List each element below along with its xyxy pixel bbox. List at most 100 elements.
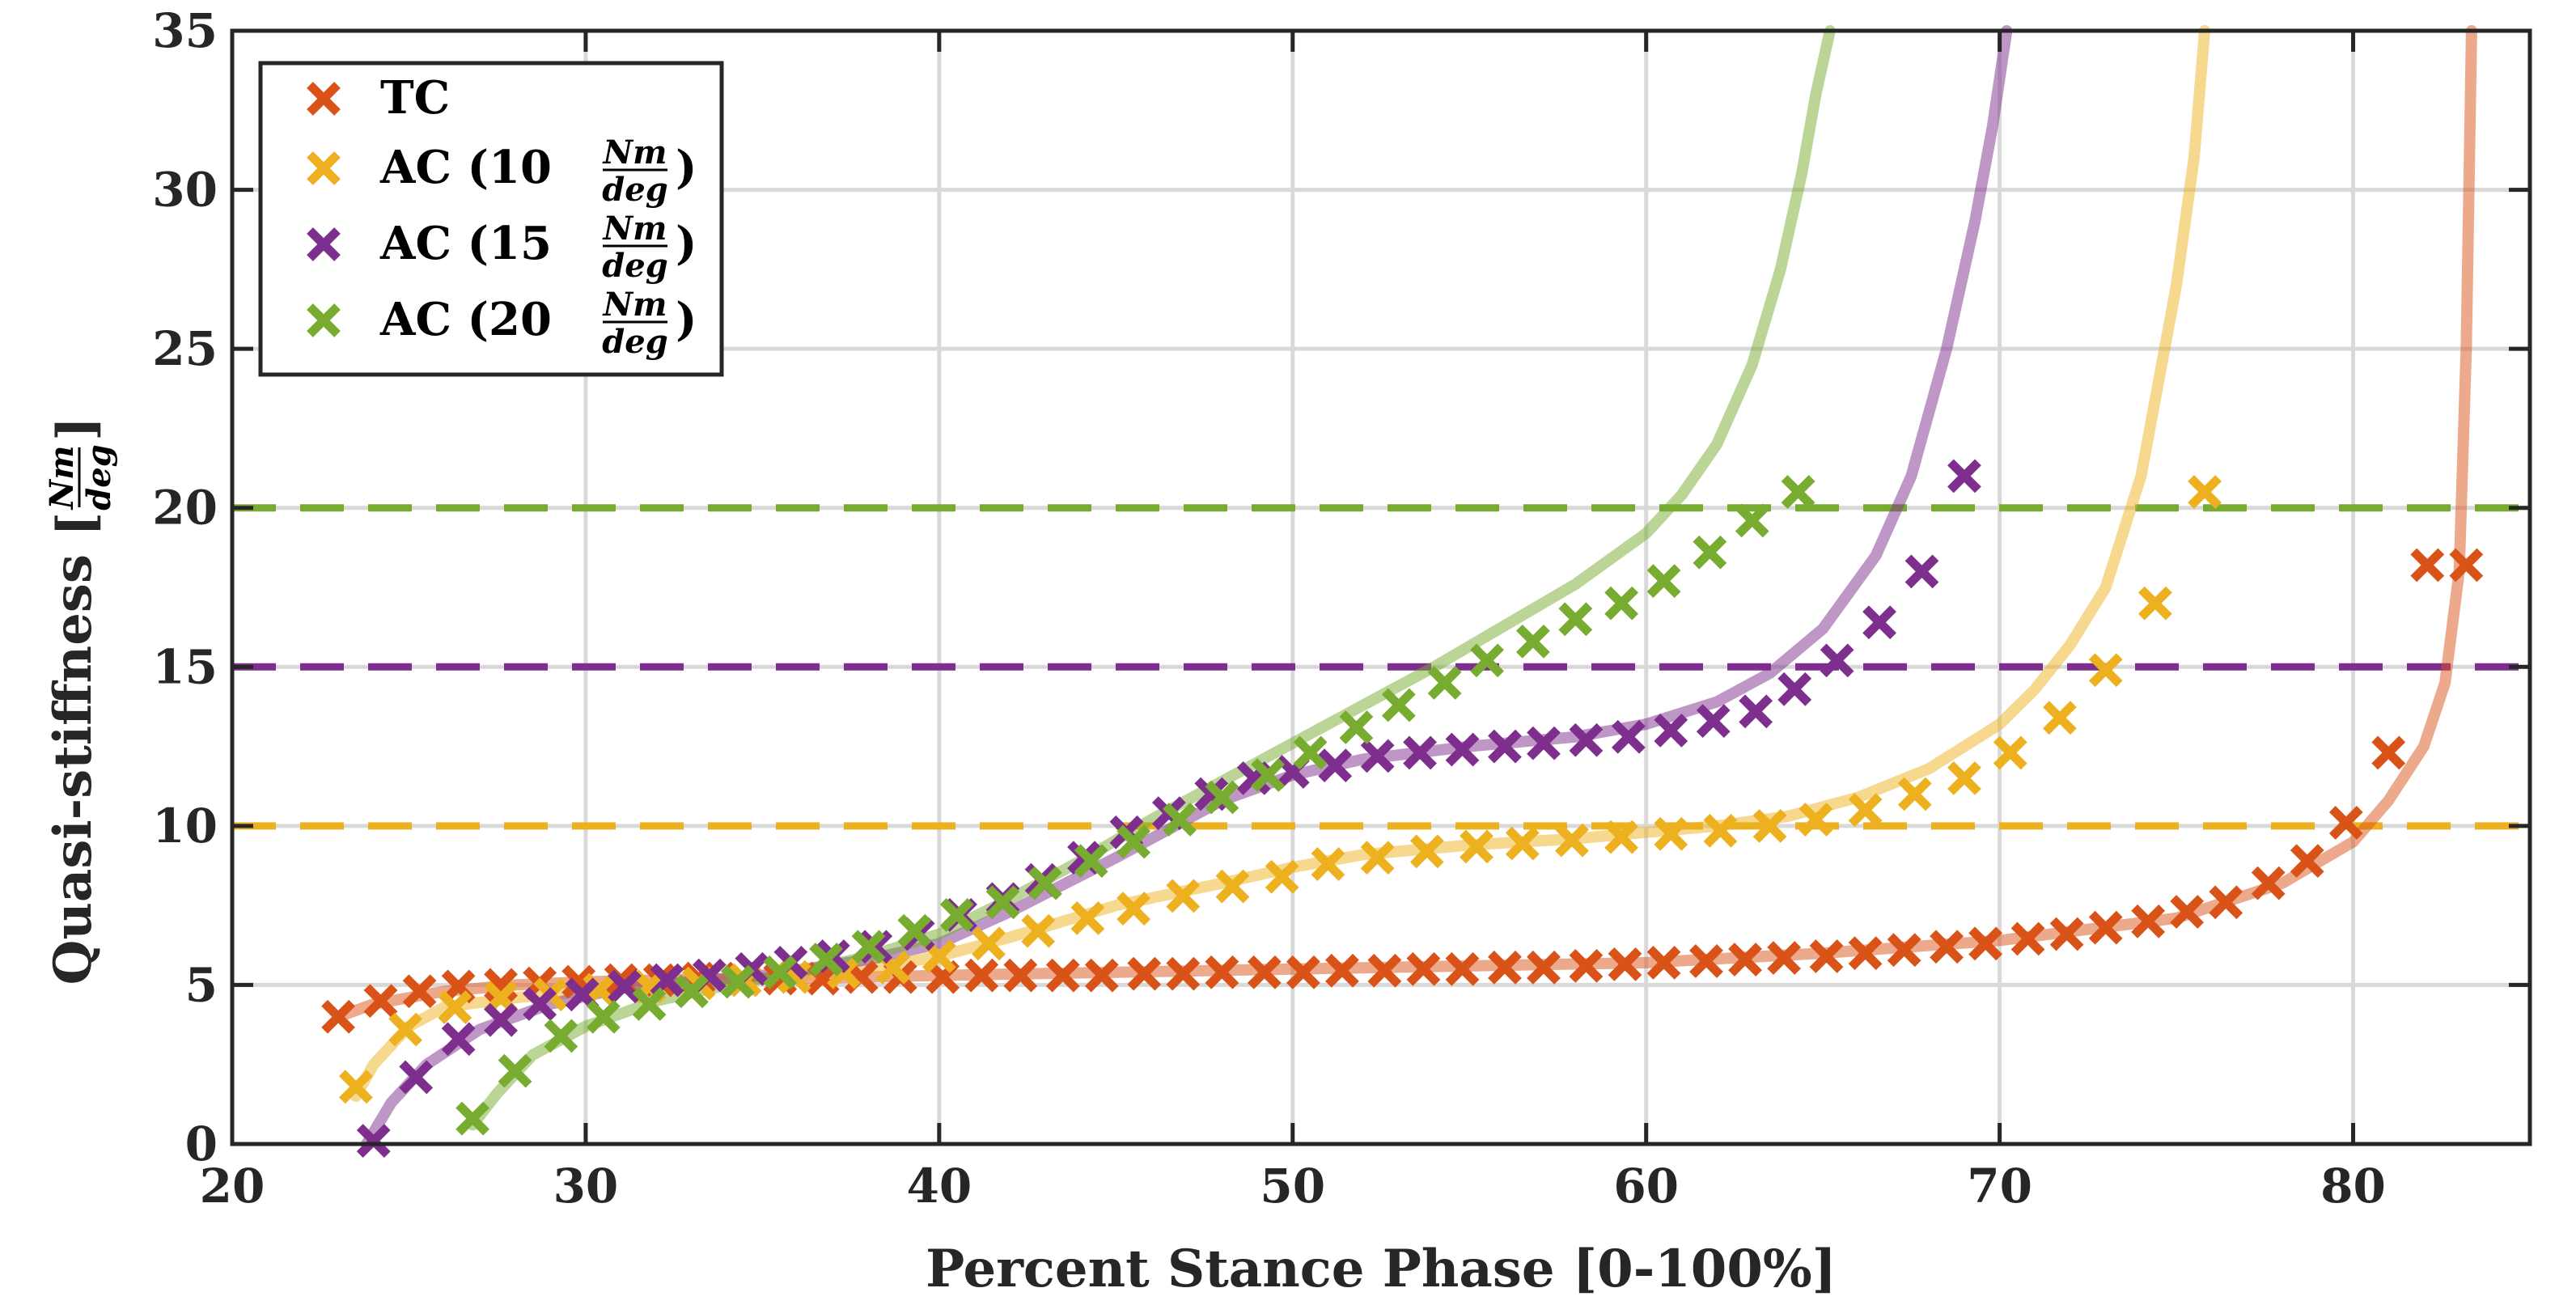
marker-ac15-2 [441, 1022, 476, 1057]
marker-ac15-38 [1947, 459, 1981, 494]
marker-ac15-33-stroke-b [1739, 694, 1773, 729]
legend-x-tc-stroke-b [307, 82, 341, 116]
marker-ac20-12 [985, 885, 1020, 920]
marker-tc-25 [1325, 953, 1359, 988]
marker-tc-28 [1445, 951, 1480, 986]
legend-x-ac15-stroke-b [307, 227, 341, 261]
marker-ac15-12 [858, 930, 893, 964]
y-axis-unit-numerator: Nm [43, 446, 81, 511]
marker-tc-41 [1968, 926, 2003, 961]
marker-ac20-22-stroke-b [1427, 666, 1462, 700]
marker-tc-24-stroke-b [1286, 955, 1320, 989]
marker-ac15-24 [1360, 739, 1395, 773]
marker-tc-37 [1809, 939, 1844, 973]
legend-unit-num-ac15: Nm [602, 210, 667, 248]
marker-ac10-32 [1897, 777, 1932, 811]
marker-ac15-35-stroke-b [1820, 643, 1854, 678]
marker-ac10-24-stroke-b [1505, 826, 1540, 861]
marker-ac10-9-stroke-b [777, 960, 811, 994]
marker-tc-36-stroke-b [1767, 941, 1801, 975]
marker-ac15-37-stroke-b [1904, 554, 1939, 589]
marker-ac15-6-stroke-b [608, 969, 642, 1004]
marker-ac15-25 [1403, 735, 1437, 770]
marker-ac15-27 [1488, 729, 1522, 764]
marker-ac10-14 [1021, 913, 1056, 948]
marker-ac15-0 [356, 1124, 391, 1158]
marker-ac10-20 [1311, 847, 1345, 881]
marker-tc-2-stroke-b [402, 974, 437, 1009]
legend-marker-tc [307, 82, 341, 116]
legend-close-paren-ac10: ) [676, 141, 697, 194]
marker-ac10-23 [1460, 829, 1493, 864]
marker-ac10-21 [1360, 841, 1395, 875]
legend-entry-ac15: AC (15 Nm deg ) [307, 210, 697, 285]
series-markers [321, 459, 2484, 1158]
marker-ac20-30 [1781, 475, 1815, 509]
marker-ac10-11-stroke-b [876, 950, 910, 985]
marker-ac15-36 [1862, 605, 1896, 640]
marker-ac20-12-stroke-b [985, 885, 1020, 920]
marker-tc-49-stroke-b [2290, 844, 2324, 878]
marker-ac10-37-stroke-b [2137, 586, 2172, 621]
marker-tc-46 [2170, 895, 2205, 929]
marker-tc-33-stroke-b [1646, 946, 1681, 980]
marker-ac10-18 [1215, 869, 1250, 904]
marker-ac15-35 [1820, 643, 1854, 678]
marker-ac20-11-stroke-b [939, 898, 974, 932]
marker-ac20-21 [1381, 688, 1416, 722]
marker-tc-53-stroke-b [2449, 548, 2484, 583]
marker-tc-45 [2131, 904, 2166, 938]
y-tick-label-10: 10 [152, 799, 218, 854]
marker-ac20-24-stroke-b [1515, 624, 1550, 659]
marker-ac20-25-stroke-b [1558, 602, 1593, 637]
marker-ac20-6 [720, 964, 755, 999]
legend-label-ac15: AC (15 [379, 217, 552, 270]
marker-tc-45-stroke-b [2131, 904, 2166, 938]
marker-ac15-28-stroke-b [1527, 726, 1561, 761]
marker-ac10-23-stroke-b [1460, 829, 1493, 864]
marker-ac10-35-stroke-b [2043, 701, 2077, 735]
marker-tc-28-stroke-b [1445, 951, 1480, 986]
marker-ac15-33 [1739, 694, 1773, 729]
marker-ac10-28 [1703, 813, 1738, 848]
marker-ac10-33-stroke-b [1947, 761, 1981, 795]
x-tick-label-60: 60 [1613, 1159, 1679, 1214]
marker-ac15-26-stroke-b [1445, 732, 1480, 767]
marker-ac10-19 [1265, 859, 1299, 894]
marker-tc-34 [1689, 944, 1723, 978]
marker-ac15-25-stroke-b [1403, 735, 1437, 770]
marker-ac10-29 [1752, 808, 1787, 843]
marker-tc-30 [1527, 950, 1561, 985]
marker-ac10-38-stroke-b [2188, 475, 2222, 509]
marker-ac10-21-stroke-b [1360, 841, 1395, 875]
y-axis-unit-close-bracket: ] [46, 417, 107, 441]
legend-x-ac10-stroke-b [307, 151, 341, 185]
marker-tc-0-stroke-b [321, 999, 355, 1034]
marker-tc-30-stroke-b [1527, 950, 1561, 985]
marker-ac20-25 [1558, 602, 1593, 637]
legend-unit-num-ac20: Nm [602, 286, 667, 324]
marker-tc-46-stroke-b [2170, 895, 2205, 929]
y-axis-label: Quasi-stiffness [ Nm deg ] [43, 417, 118, 985]
marker-tc-47-stroke-b [2209, 885, 2243, 920]
marker-tc-43-stroke-b [2049, 917, 2084, 951]
marker-ac15-34 [1777, 672, 1812, 706]
marker-ac15-4-stroke-b [523, 987, 557, 1021]
marker-ac15-29 [1569, 722, 1604, 757]
marker-ac15-28 [1527, 726, 1561, 761]
marker-ac15-4 [523, 987, 557, 1021]
marker-tc-19-stroke-b [1084, 958, 1119, 993]
marker-tc-51 [2371, 735, 2406, 770]
marker-tc-25-stroke-b [1325, 953, 1359, 988]
legend-close-paren-ac20: ) [676, 293, 697, 346]
marker-ac20-18 [1251, 758, 1286, 792]
y-axis-label-text: Quasi-stiffness [43, 554, 104, 985]
marker-ac10-30-stroke-b [1799, 803, 1833, 837]
y-axis-unit-denominator: deg [80, 444, 118, 510]
marker-tc-34-stroke-b [1689, 944, 1723, 978]
marker-ac20-4 [632, 987, 667, 1021]
marker-ac20-14 [1074, 844, 1108, 878]
marker-ac10-28-stroke-b [1703, 813, 1738, 848]
marker-tc-41-stroke-b [1968, 926, 2003, 961]
